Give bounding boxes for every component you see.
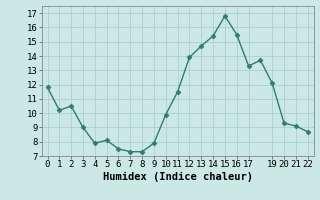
X-axis label: Humidex (Indice chaleur): Humidex (Indice chaleur)	[103, 172, 252, 182]
